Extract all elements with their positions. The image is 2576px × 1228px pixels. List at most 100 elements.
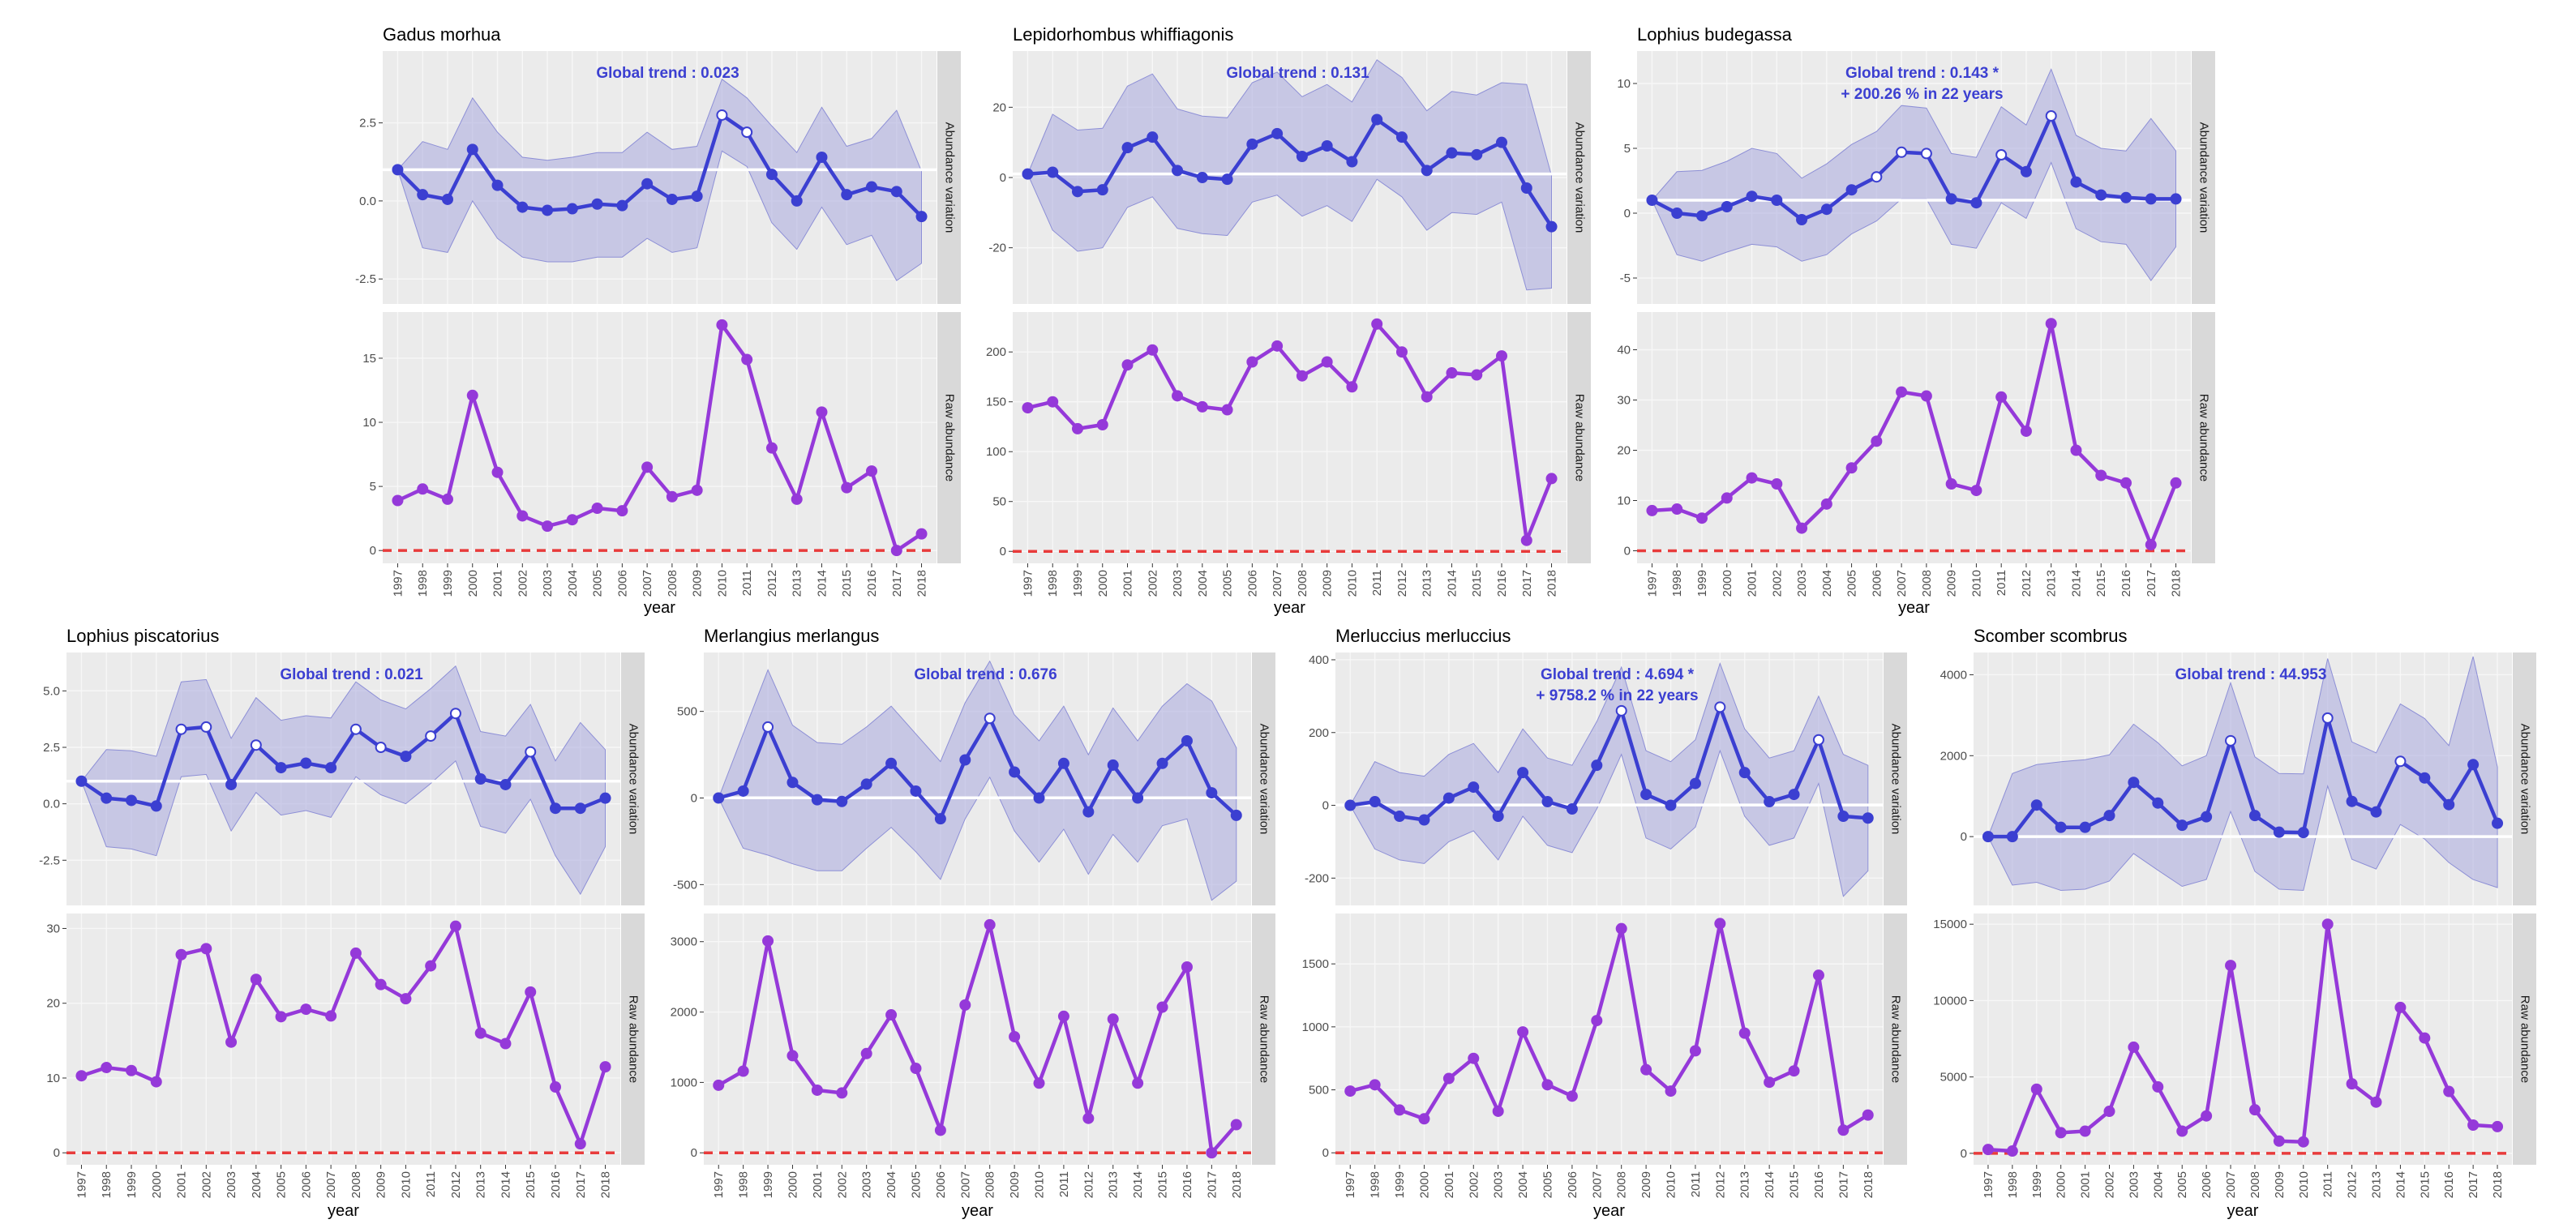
- x-tick-label: 2001: [1746, 570, 1759, 597]
- variation-point: [1471, 148, 1483, 160]
- y-tick-label: -200: [1305, 871, 1329, 885]
- variation-point: [516, 201, 529, 213]
- variation-point: [765, 169, 778, 181]
- y-tick-label: 0: [691, 792, 697, 806]
- raw-abundance-point: [1446, 367, 1458, 379]
- variation-point: [1591, 759, 1603, 772]
- variation-point: [1446, 147, 1458, 159]
- raw-abundance-point: [1945, 478, 1957, 490]
- raw-facet: 0 1000 2000 3000 Raw abundance 1997 1998 1999 20…: [671, 914, 1275, 1220]
- raw-abundance-point: [525, 986, 537, 998]
- x-tick-label: 1997: [391, 570, 405, 597]
- x-tick-label: 2004: [1196, 570, 1210, 597]
- variation-point: [1181, 734, 1193, 747]
- variation-point: [836, 795, 848, 807]
- raw-abundance-point: [2055, 1127, 2067, 1139]
- x-tick-label: 2012: [765, 570, 779, 597]
- x-tick-label: 1998: [1369, 1171, 1382, 1198]
- variation-point: [491, 179, 504, 191]
- facet-strip: [937, 51, 961, 304]
- x-tick-label: 2010: [2297, 1171, 2311, 1198]
- raw-abundance-point: [765, 442, 778, 454]
- significant-point: [762, 721, 774, 733]
- x-tick-label: 2006: [1245, 570, 1259, 597]
- facet-strip: [1252, 653, 1275, 905]
- significant-point: [1871, 171, 1883, 183]
- x-tick-label: 1999: [1071, 570, 1085, 597]
- significant-point: [1714, 701, 1726, 713]
- panel-background: [704, 914, 1251, 1165]
- variation-point: [910, 785, 922, 797]
- raw-abundance-point: [449, 920, 461, 932]
- y-tick-label: 20: [992, 101, 1006, 114]
- y-tick-label: 0.0: [359, 195, 376, 208]
- y-tick-label: 500: [677, 705, 697, 719]
- raw-abundance-point: [2103, 1106, 2115, 1118]
- facet-strip-label: Raw abundance: [943, 394, 957, 481]
- raw-abundance-point: [1132, 1077, 1144, 1089]
- y-tick-label: 0.0: [43, 798, 60, 811]
- raw-abundance-point: [1615, 922, 1627, 935]
- significant-point: [1812, 734, 1824, 746]
- x-tick-label: 2015: [1470, 570, 1484, 597]
- variation-point: [1746, 190, 1758, 203]
- y-tick-label: -2.5: [39, 854, 60, 867]
- significant-point: [349, 723, 362, 735]
- y-tick-label: 3000: [671, 935, 697, 949]
- x-tick-label: 2016: [1495, 570, 1509, 597]
- raw-abundance-point: [2128, 1041, 2140, 1053]
- variation-point: [2201, 811, 2213, 823]
- raw-abundance-point: [75, 1070, 88, 1082]
- variation-point: [2419, 772, 2431, 784]
- y-tick-label: 150: [986, 396, 1006, 409]
- raw-abundance-point: [1181, 961, 1193, 973]
- x-tick-label: 1997: [712, 1171, 726, 1198]
- x-axis-title: year: [2227, 1202, 2259, 1220]
- x-tick-label: 2013: [1421, 570, 1434, 597]
- x-tick-label: 2003: [1795, 570, 1809, 597]
- raw-abundance-point: [2145, 539, 2157, 551]
- global-trend-label: + 200.26 % in 22 years: [1841, 86, 2003, 103]
- raw-abundance-point: [550, 1081, 562, 1093]
- variation-point: [1695, 210, 1708, 222]
- raw-abundance-point: [1566, 1090, 1578, 1102]
- x-tick-label: 2017: [890, 570, 904, 597]
- x-axis-title: year: [962, 1202, 993, 1220]
- variation-point: [499, 778, 512, 790]
- raw-abundance-point: [225, 1036, 238, 1048]
- y-tick-label: 2000: [1940, 749, 1967, 763]
- raw-abundance-point: [741, 353, 753, 366]
- raw-abundance-point: [2170, 477, 2182, 489]
- x-tick-label: 1999: [761, 1171, 775, 1198]
- x-tick-label: 2004: [2151, 1171, 2165, 1198]
- raw-abundance-point: [542, 520, 554, 533]
- species-title: Scomber scombrus: [1974, 626, 2128, 646]
- raw-abundance-point: [1492, 1105, 1504, 1117]
- facet-strip: [2513, 653, 2536, 905]
- facet-strip-label: Abundance variation: [2197, 122, 2211, 233]
- y-tick-label: 200: [1309, 726, 1329, 740]
- raw-abundance-point: [2020, 425, 2032, 437]
- variation-point: [300, 757, 312, 769]
- raw-abundance-point: [2201, 1110, 2213, 1122]
- raw-abundance-point: [491, 466, 504, 478]
- variation-point: [2095, 189, 2107, 201]
- x-tick-label: 2016: [549, 1171, 563, 1198]
- x-tick-label: 2011: [1057, 1171, 1071, 1197]
- x-tick-label: 2016: [2120, 570, 2133, 597]
- x-tick-label: 2007: [1895, 570, 1909, 597]
- facet-strip: [937, 312, 961, 563]
- raw-abundance-line: [80, 924, 607, 1146]
- y-tick-label: 0: [370, 544, 376, 558]
- raw-abundance-point: [1646, 504, 1658, 516]
- variation-facet: 0 2000 4000 Abundance variation Global trend…: [1940, 653, 2536, 905]
- raw-abundance-point: [250, 973, 262, 986]
- raw-abundance-point: [860, 1047, 872, 1059]
- raw-abundance-point: [959, 999, 971, 1011]
- x-tick-label: 2009: [1639, 1171, 1653, 1198]
- x-tick-label: 2009: [1945, 570, 1959, 597]
- raw-abundance-point: [425, 960, 437, 972]
- raw-abundance-point: [1395, 346, 1408, 358]
- raw-abundance-point: [2045, 318, 2057, 330]
- x-tick-label: 2018: [1545, 570, 1559, 597]
